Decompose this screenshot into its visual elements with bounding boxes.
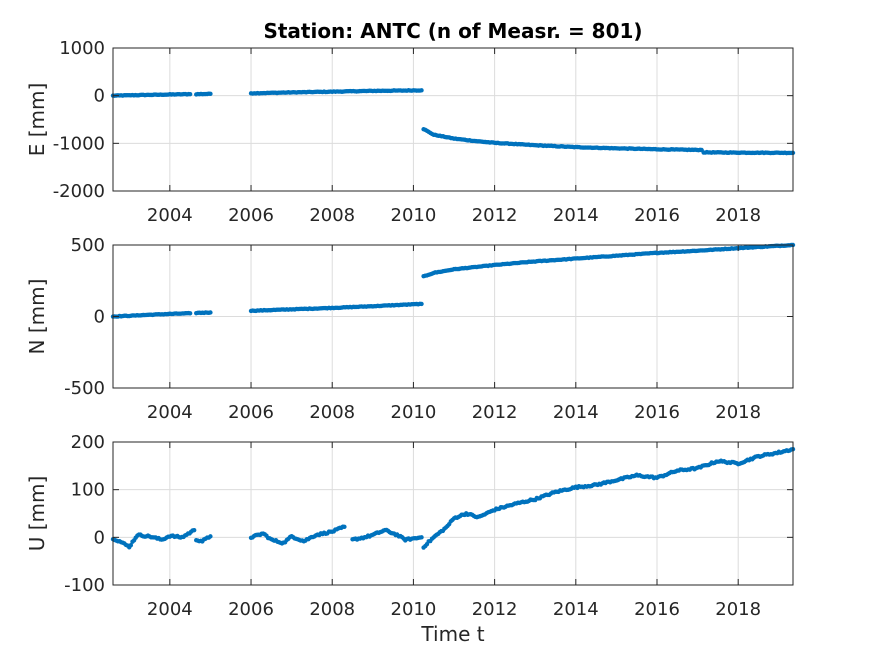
series-segment-E-1	[194, 91, 213, 97]
data-point	[187, 311, 193, 316]
series-segment-E-4	[701, 149, 796, 156]
x-tick-label: 2016	[634, 205, 680, 226]
x-tick-label: 2018	[715, 205, 761, 226]
x-tick-label: 2010	[391, 599, 437, 620]
data-point	[208, 534, 213, 539]
series-segment-E-0	[110, 91, 193, 98]
y-axis-label-E: E [mm]	[25, 83, 49, 157]
axes-E: 2004 2006 2008 2010 2012 2014 2016 2018 -2000 -10…	[25, 38, 796, 226]
plot-area	[113, 442, 793, 585]
data-point	[208, 91, 213, 97]
axes-U: 2004 2006 2008 2010 2012 2014 2016 2018 -100 0 100…	[25, 432, 796, 620]
x-tick-label: 2016	[634, 599, 680, 620]
x-tick-label: 2006	[228, 205, 274, 226]
x-tick-label: 2012	[472, 402, 518, 423]
data-point	[419, 535, 424, 540]
x-tick-label: 2004	[147, 205, 193, 226]
x-tick-label: 2010	[391, 402, 437, 423]
x-tick-label: 2012	[472, 599, 518, 620]
data-point	[191, 527, 197, 533]
x-tick-label: 2006	[228, 402, 274, 423]
x-tick-label: 2008	[309, 599, 355, 620]
y-axis-label-U: U [mm]	[25, 476, 49, 552]
x-tick-label: 2014	[553, 599, 599, 620]
series-segment-U-4	[421, 446, 796, 550]
series-segment-E-2	[248, 88, 424, 96]
x-tick-label: 2016	[634, 402, 680, 423]
x-tick-label: 2006	[228, 599, 274, 620]
y-tick-label: 0	[94, 307, 105, 328]
data-point	[187, 91, 193, 97]
series-segment-U-0	[110, 527, 197, 550]
series-segment-N-2	[248, 301, 424, 314]
x-tick-label: 2010	[391, 205, 437, 226]
data-point	[208, 310, 213, 315]
y-tick-label: 100	[71, 480, 105, 501]
y-tick-label: -500	[64, 378, 105, 399]
x-tick-label: 2014	[553, 205, 599, 226]
y-tick-label: 1000	[59, 38, 105, 59]
series-segment-U-3	[350, 527, 424, 543]
figure-title: Station: ANTC (n of Measr. = 801)	[263, 19, 642, 43]
data-point	[128, 543, 134, 548]
x-tick-label: 2018	[715, 402, 761, 423]
data-point	[342, 524, 347, 530]
series-segment-U-1	[194, 534, 213, 544]
series-segment-U-2	[248, 524, 347, 546]
x-tick-label: 2004	[147, 599, 193, 620]
axes-frame	[112, 441, 794, 586]
y-tick-label: 0	[94, 86, 105, 107]
data-point	[419, 88, 424, 93]
y-tick-label: -100	[64, 575, 105, 596]
y-tick-label: 0	[94, 527, 105, 548]
series-segment-N-3	[421, 242, 796, 279]
x-tick-label: 2018	[715, 599, 761, 620]
x-tick-label: 2012	[472, 205, 518, 226]
plot-area	[113, 48, 793, 191]
subplot-panels: 2004 2006 2008 2010 2012 2014 2016 2018 -2000 -10…	[25, 38, 796, 620]
x-axis-label: Time t	[420, 622, 484, 646]
y-tick-label: 500	[71, 235, 105, 256]
axes-N: 2004 2006 2008 2010 2012 2014 2016 2018 -500 0 500…	[25, 235, 796, 423]
axes-frame	[112, 47, 794, 192]
data-point	[419, 301, 424, 307]
x-tick-label: 2014	[553, 402, 599, 423]
series-segment-N-1	[194, 310, 213, 316]
y-tick-label: -2000	[53, 181, 105, 202]
y-tick-label: -1000	[53, 133, 105, 154]
y-tick-label: 200	[71, 432, 105, 453]
x-tick-label: 2008	[309, 402, 355, 423]
y-axis-label-N: N [mm]	[25, 279, 49, 355]
x-tick-label: 2008	[309, 205, 355, 226]
x-tick-label: 2004	[147, 402, 193, 423]
series-segment-E-3	[421, 127, 704, 153]
